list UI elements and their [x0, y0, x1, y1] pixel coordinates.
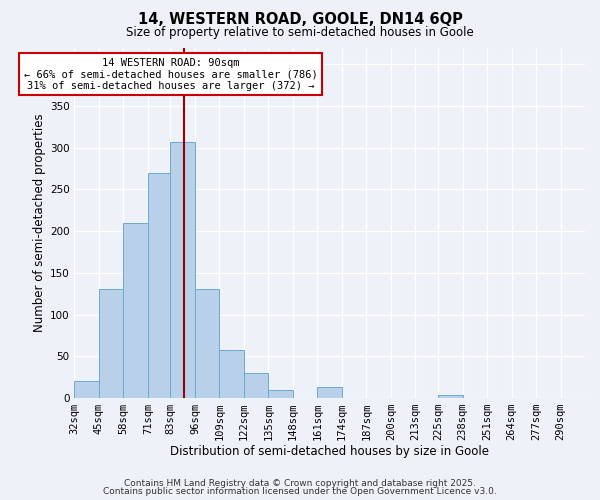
Bar	[74, 382, 99, 398]
Bar	[317, 387, 342, 398]
X-axis label: Distribution of semi-detached houses by size in Goole: Distribution of semi-detached houses by …	[170, 444, 489, 458]
Bar	[148, 172, 170, 398]
Bar	[195, 290, 220, 398]
Bar	[268, 390, 293, 398]
Text: Contains HM Land Registry data © Crown copyright and database right 2025.: Contains HM Land Registry data © Crown c…	[124, 478, 476, 488]
Bar	[220, 350, 244, 398]
Bar	[170, 142, 195, 398]
Bar	[438, 396, 463, 398]
Bar	[244, 373, 268, 398]
Bar	[124, 222, 148, 398]
Text: 14, WESTERN ROAD, GOOLE, DN14 6QP: 14, WESTERN ROAD, GOOLE, DN14 6QP	[137, 12, 463, 28]
Text: 14 WESTERN ROAD: 90sqm
← 66% of semi-detached houses are smaller (786)
31% of se: 14 WESTERN ROAD: 90sqm ← 66% of semi-det…	[23, 58, 317, 90]
Text: Contains public sector information licensed under the Open Government Licence v3: Contains public sector information licen…	[103, 487, 497, 496]
Text: Size of property relative to semi-detached houses in Goole: Size of property relative to semi-detach…	[126, 26, 474, 39]
Bar	[99, 290, 124, 398]
Y-axis label: Number of semi-detached properties: Number of semi-detached properties	[32, 114, 46, 332]
